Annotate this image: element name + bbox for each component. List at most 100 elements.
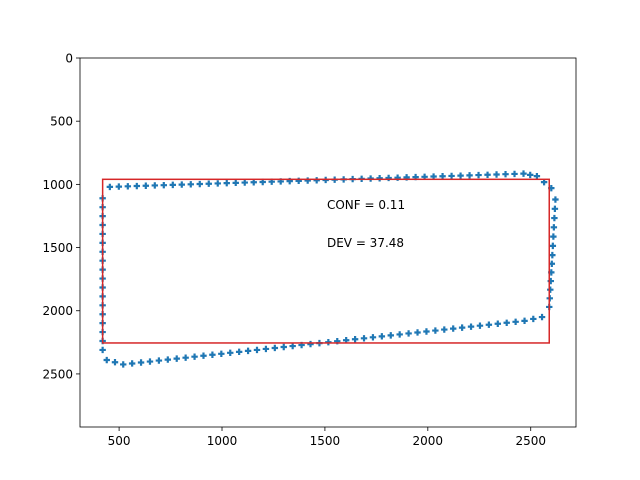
contour-point-66 (521, 317, 528, 325)
contour-point-9 (187, 181, 194, 188)
contour-point-37 (439, 173, 446, 180)
contour-point-57 (549, 251, 556, 259)
contour-point-107 (155, 357, 163, 364)
contour-point-114 (99, 346, 106, 354)
y-tick-label: 0 (65, 52, 73, 66)
contour-point-12 (214, 180, 221, 187)
contour-point-31 (385, 174, 392, 182)
contour-point-69 (494, 320, 501, 327)
contour-point-56 (549, 242, 557, 250)
contour-point-109 (137, 359, 145, 366)
y-tick-label: 2500 (42, 367, 73, 381)
contour-point-97 (244, 347, 252, 355)
contour-point-11 (205, 180, 212, 187)
contour-point-64 (538, 313, 546, 321)
contour-point-106 (164, 356, 172, 363)
contour-point-14 (232, 179, 239, 187)
x-tick-label: 2000 (413, 434, 444, 448)
contour-point-77 (423, 328, 430, 335)
contour-point-101 (209, 351, 216, 358)
contour-point-75 (441, 326, 448, 333)
contour-point-79 (405, 330, 412, 337)
y-tick-label: 1000 (42, 178, 73, 192)
contour-point-70 (485, 321, 493, 328)
contour-point-38 (448, 172, 455, 180)
contour-point-1 (115, 183, 123, 190)
contour-point-83 (369, 334, 377, 341)
contour-point-51 (552, 196, 559, 203)
contour-point-40 (466, 172, 473, 179)
x-tick-label: 2500 (515, 434, 546, 448)
contour-point-80 (396, 331, 403, 338)
contour-point-0 (106, 183, 114, 191)
contour-point-4 (142, 182, 150, 189)
x-tick-label: 500 (108, 434, 131, 448)
contour-point-99 (227, 349, 234, 357)
contour-point-29 (367, 175, 374, 182)
x-tick-label: 1000 (207, 434, 238, 448)
contour-point-85 (351, 336, 359, 343)
contour-point-10 (196, 180, 203, 188)
x-tick-label: 1500 (310, 434, 341, 448)
contour-point-30 (376, 175, 383, 182)
contour-point-88 (325, 338, 332, 346)
contour-point-43 (493, 171, 500, 178)
y-tick-label: 500 (50, 115, 73, 129)
contour-point-22 (304, 177, 311, 184)
contour-point-71 (476, 322, 484, 329)
contour-point-78 (414, 329, 421, 336)
contour-point-95 (262, 345, 270, 353)
contour-point-6 (160, 181, 167, 189)
contour-point-7 (169, 181, 176, 189)
contour-point-68 (503, 319, 510, 326)
contour-point-111 (120, 361, 127, 368)
contour-point-2 (124, 183, 132, 190)
contour-point-113 (103, 356, 110, 364)
contour-point-23 (313, 177, 320, 184)
contour-point-103 (191, 353, 198, 360)
contour-point-52 (551, 205, 559, 213)
y-tick-label: 2000 (42, 304, 73, 318)
contour-point-3 (133, 182, 141, 190)
contour-point-45 (511, 170, 518, 178)
contour-point-41 (475, 171, 482, 179)
contour-point-42 (484, 171, 491, 178)
contour-point-93 (280, 343, 287, 351)
contour-point-8 (178, 181, 185, 188)
contour-point-67 (512, 318, 519, 326)
contour-point-48 (533, 172, 541, 180)
contour-point-16 (250, 179, 257, 186)
contour-point-90 (307, 340, 314, 348)
contour-point-100 (218, 350, 225, 357)
contour-point-92 (289, 342, 296, 350)
x-axis: 500 1000 1500 2000 2500 (108, 427, 546, 448)
contour-point-55 (550, 233, 557, 240)
contour-point-61 (547, 286, 554, 293)
contour-point-102 (200, 352, 207, 359)
contour-point-44 (502, 171, 509, 178)
contour-point-112 (111, 359, 119, 366)
contour-point-54 (550, 224, 558, 231)
contour-point-47 (527, 171, 534, 179)
contour-point-74 (450, 325, 457, 332)
contour-point-96 (253, 346, 261, 354)
contour-point-39 (457, 172, 464, 179)
contour-point-82 (378, 333, 386, 340)
contour-point-76 (432, 327, 439, 334)
contour-point-13 (223, 179, 230, 187)
contour-point-104 (182, 354, 189, 361)
contour-point-65 (530, 315, 537, 323)
contour-point-53 (551, 214, 558, 222)
contour-point-94 (271, 344, 279, 352)
contour-point-46 (520, 170, 527, 177)
y-tick-label: 1500 (42, 241, 73, 255)
contour-point-81 (387, 332, 394, 339)
dev-annotation: DEV = 37.48 (327, 236, 404, 250)
contour-point-73 (458, 324, 466, 331)
contour-point-98 (235, 348, 243, 356)
plot-frame (79, 57, 577, 428)
contour-point-105 (173, 355, 180, 362)
contour-point-110 (128, 360, 136, 367)
